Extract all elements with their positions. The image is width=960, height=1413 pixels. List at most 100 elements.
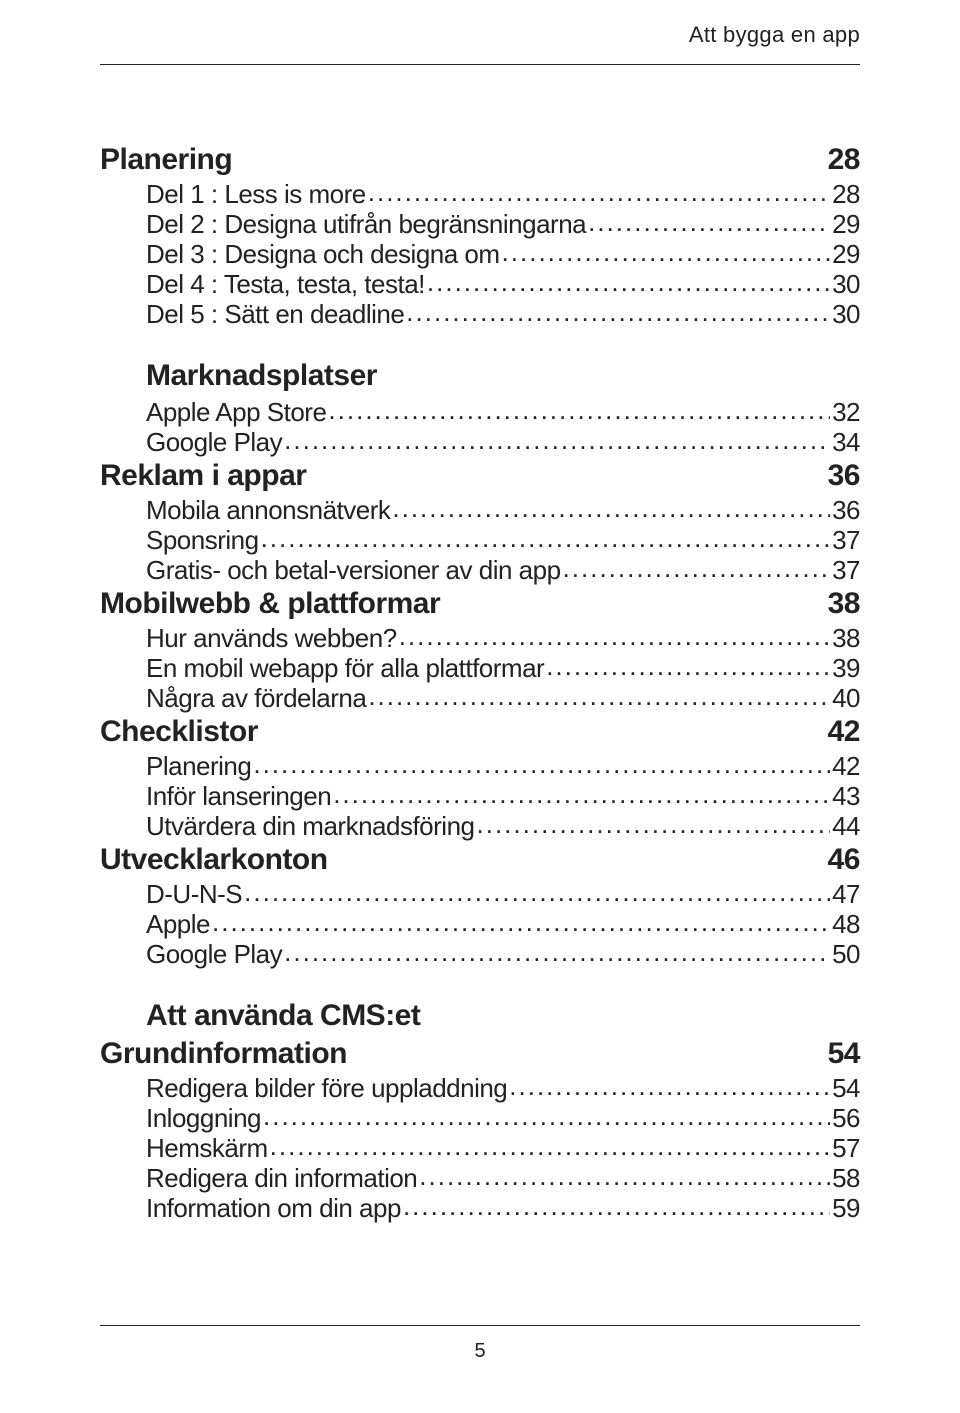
toc-page-number: 36 [832,497,860,523]
toc-entry: Apple 48 [100,911,860,937]
toc-page-number: 34 [832,429,860,455]
toc-page-number: 42 [828,717,860,747]
toc-label: Redigera din information [146,1165,417,1191]
toc-label: D-U-N-S [146,881,242,907]
toc-page-number: 38 [832,625,860,651]
toc-leader-dots [328,397,830,423]
toc-page-number: 48 [832,911,860,937]
table-of-contents: Planering 28 Del 1 : Less is more 28 Del 2 :… [100,145,860,1221]
toc-leader-dots [284,427,830,453]
toc-label: Apple App Store [146,399,326,425]
toc-label: En mobil webapp för alla plattformar [146,655,544,681]
toc-label: Grundinformation [100,1039,347,1069]
toc-page-number: 30 [832,301,860,327]
toc-subheading: Marknadsplatser [146,359,860,393]
toc-entry: D-U-N-S 47 [100,881,860,907]
toc-entry: Inloggning56 [100,1105,860,1131]
toc-page-number: 30 [832,271,860,297]
toc-leader-dots [212,909,830,935]
toc-leader-dots [253,751,830,777]
toc-page-number: 44 [832,813,860,839]
toc-subheading: Att använda CMS:et [146,999,860,1033]
toc-leader-dots [502,239,831,265]
toc-section: Planering 28 [100,145,860,175]
toc-entry: Del 2 : Designa utifrån begränsningarna 2… [100,211,860,237]
toc-entry: Google Play50 [100,941,860,967]
toc-label: Del 1 : Less is more [146,181,366,207]
toc-page-number: 47 [832,881,860,907]
toc-entry: Del 1 : Less is more 28 [100,181,860,207]
page-footer: 5 [100,1325,860,1363]
toc-page-number: 50 [832,941,860,967]
toc-label: Del 3 : Designa och designa om [146,241,500,267]
toc-page-number: 54 [828,1039,860,1069]
toc-leader-dots [509,1073,830,1099]
toc-entry: Gratis- och betal-versioner av din app37 [100,557,860,583]
toc-leader-dots [399,623,830,649]
toc-label: Google Play [146,429,282,455]
toc-leader-dots [333,781,830,807]
toc-entry: Del 5 : Sätt en deadline30 [100,301,860,327]
toc-page-number: 42 [832,753,860,779]
toc-label: Utvärdera din marknadsföring [146,813,475,839]
toc-leader-dots [284,939,830,965]
toc-page-number: 28 [828,145,860,175]
toc-entry: Apple App Store32 [100,399,860,425]
toc-label: Redigera bilder före uppladdning [146,1075,507,1101]
toc-entry: En mobil webapp för alla plattformar39 [100,655,860,681]
toc-page-number: 43 [832,783,860,809]
toc-label: Checklistor [100,717,258,747]
toc-section: Reklam i appar36 [100,461,860,491]
toc-entry: Del 3 : Designa och designa om29 [100,241,860,267]
toc-leader-dots [419,1163,830,1189]
toc-label: Hur används webben? [146,625,397,651]
toc-page-number: 38 [828,589,860,619]
toc-leader-dots [263,1103,830,1129]
toc-leader-dots [270,1133,830,1159]
toc-label: Mobila annonsnätverk [146,497,390,523]
toc-entry: Några av fördelarna 40 [100,685,860,711]
top-rule [100,64,860,65]
toc-page-number: 28 [832,181,860,207]
toc-section: Utvecklarkonton 46 [100,845,860,875]
toc-entry: Utvärdera din marknadsföring 44 [100,813,860,839]
toc-label: Utvecklarkonton [100,845,328,875]
toc-section: Mobilwebb & plattformar 38 [100,589,860,619]
toc-leader-dots [403,1193,830,1219]
toc-entry: Sponsring37 [100,527,860,553]
toc-label: Apple [146,911,210,937]
toc-leader-dots [546,653,830,679]
toc-label: Del 2 : Designa utifrån begränsningarna [146,211,586,237]
toc-label: Hemskärm [146,1135,268,1161]
toc-page-number: 40 [832,685,860,711]
toc-leader-dots [427,269,830,295]
toc-entry: Del 4 : Testa, testa, testa! 30 [100,271,860,297]
toc-entry: Information om din app59 [100,1195,860,1221]
toc-leader-dots [368,179,830,205]
page-number: 5 [474,1340,485,1362]
toc-label: Mobilwebb & plattformar [100,589,440,619]
toc-page-number: 29 [832,211,860,237]
page: Att bygga en app Planering28Del 1 : Less… [0,0,960,1413]
toc-label: Några av fördelarna [146,685,366,711]
toc-label: Del 4 : Testa, testa, testa! [146,271,425,297]
toc-section: Grundinformation 54 [100,1039,860,1069]
toc-leader-dots [368,683,830,709]
toc-label: Sponsring [146,527,259,553]
toc-leader-dots [477,811,831,837]
toc-label: Planering [100,145,232,175]
toc-leader-dots [588,209,830,235]
toc-page-number: 46 [828,845,860,875]
toc-page-number: 54 [832,1075,860,1101]
toc-entry: Hemskärm57 [100,1135,860,1161]
toc-leader-dots [563,555,831,581]
toc-leader-dots [261,525,831,551]
toc-entry: Google Play 34 [100,429,860,455]
toc-page-number: 58 [832,1165,860,1191]
toc-entry: Inför lanseringen 43 [100,783,860,809]
toc-leader-dots [392,495,830,521]
toc-label: Inför lanseringen [146,783,331,809]
toc-label: Information om din app [146,1195,401,1221]
toc-page-number: 37 [832,557,860,583]
toc-leader-dots [406,299,830,325]
